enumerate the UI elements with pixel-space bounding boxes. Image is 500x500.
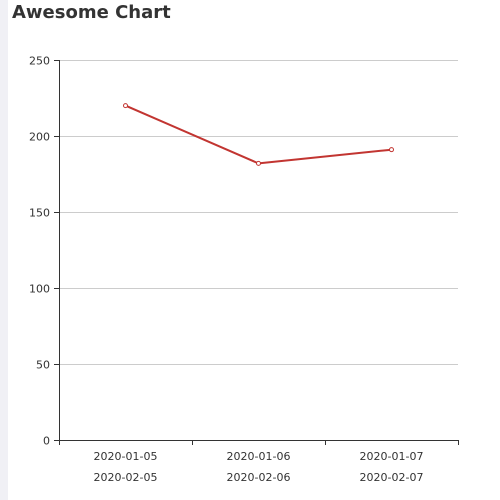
data-point[interactable] bbox=[389, 147, 394, 153]
x-tick-labels: 2020-01-05 2020-02-05 2020-01-06 2020-02-06… bbox=[94, 450, 424, 484]
series-line bbox=[125, 104, 392, 165]
y-tick-labels: 0 50 100 150 200 250 bbox=[29, 55, 50, 448]
left-margin-strip bbox=[0, 0, 8, 500]
x-tick-label: 2020-01-05 bbox=[94, 450, 158, 463]
x-tick-label: 2020-01-06 bbox=[227, 450, 291, 463]
data-point[interactable] bbox=[123, 103, 128, 109]
x-tick-label-secondary: 2020-02-05 bbox=[94, 471, 158, 484]
chart-title: Awesome Chart bbox=[12, 2, 171, 23]
y-tick-label: 50 bbox=[36, 359, 50, 372]
series-group bbox=[123, 103, 394, 166]
y-tick-label: 200 bbox=[29, 131, 50, 144]
axes bbox=[54, 60, 459, 445]
y-tick-label: 100 bbox=[29, 283, 50, 296]
gridlines bbox=[59, 60, 458, 365]
data-point[interactable] bbox=[256, 160, 261, 166]
x-tick-label-secondary: 2020-02-06 bbox=[227, 471, 291, 484]
y-tick-label: 250 bbox=[29, 55, 50, 68]
x-tick-label-secondary: 2020-02-07 bbox=[360, 471, 424, 484]
x-tick-label: 2020-01-07 bbox=[360, 450, 424, 463]
y-tick-label: 0 bbox=[43, 435, 50, 448]
y-tick-label: 150 bbox=[29, 207, 50, 220]
